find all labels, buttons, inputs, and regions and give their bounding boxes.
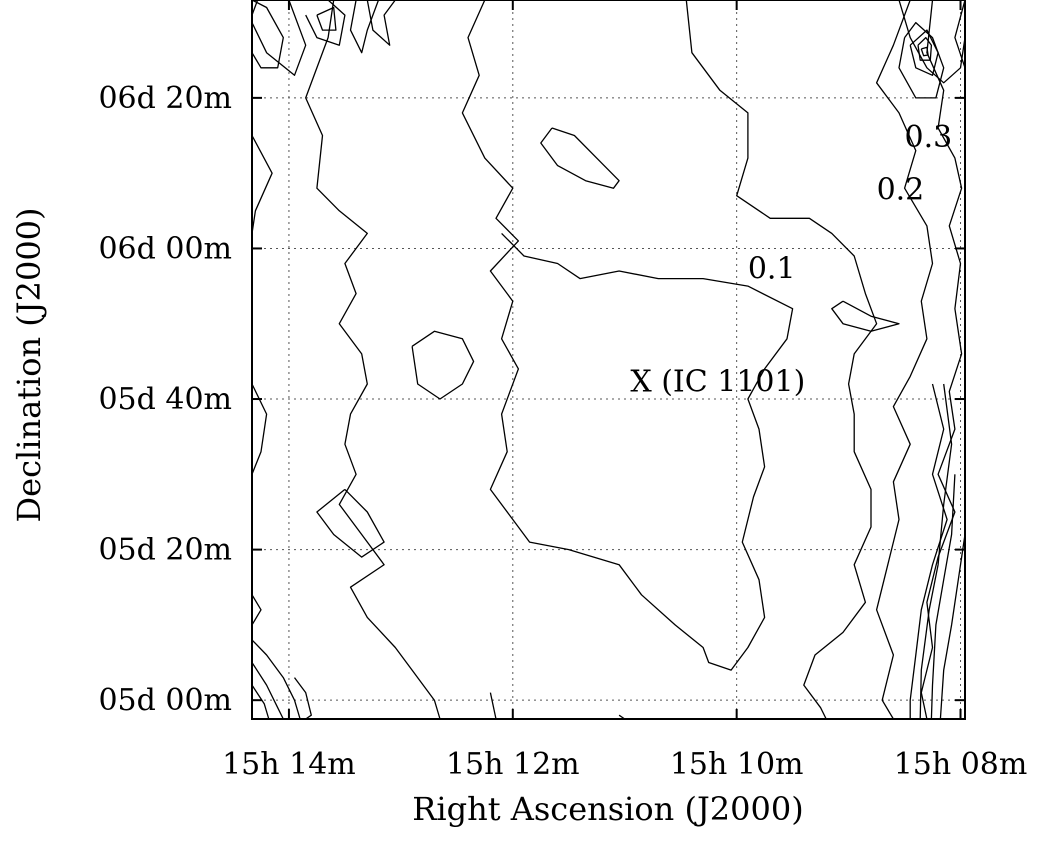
contour-line-0-2 <box>251 0 307 76</box>
contour-line-0-8 <box>920 46 929 57</box>
contour-line-0-4 <box>251 684 270 720</box>
y-tick-label: 05d 40m <box>98 382 232 417</box>
contour-line-0-3 <box>920 0 963 720</box>
x-axis-title: Right Ascension (J2000) <box>412 790 803 828</box>
contour-line-0-4 <box>954 0 966 69</box>
contour-line-0-1 <box>831 300 900 332</box>
contour-line-0-1 <box>411 330 475 400</box>
x-tick-label: 15h 14m <box>222 747 356 782</box>
y-tick-label: 05d 20m <box>98 533 232 568</box>
y-tick-label: 06d 00m <box>98 231 232 266</box>
contour-line-0-1 <box>685 0 878 720</box>
contour-line-0-1 <box>305 0 441 720</box>
x-tick-label: 15h 10m <box>670 747 804 782</box>
target-annotation: X (IC 1101) <box>630 364 805 399</box>
contour-line-0-5 <box>898 21 945 99</box>
contour-level-label: 0.2 <box>877 173 925 208</box>
contour-line-0-4 <box>909 383 948 719</box>
y-axis-title: Declination (J2000) <box>10 207 48 522</box>
contour-line-0-1 <box>251 383 268 475</box>
contour-line-0-1 <box>461 0 794 671</box>
x-tick-label: 15h 12m <box>446 747 580 782</box>
contour-lines <box>251 0 966 720</box>
contour-line-0-1 <box>316 488 385 558</box>
contour-line-0-6 <box>930 474 956 720</box>
contour-line-0-6 <box>909 29 939 76</box>
y-tick-label: 06d 20m <box>98 81 232 116</box>
contour-line-0-2 <box>251 639 301 720</box>
contour-line-0-3 <box>251 0 284 69</box>
contour-line-0-2 <box>875 0 934 720</box>
contour-line-0-7 <box>917 36 933 61</box>
contour-level-label: 0.1 <box>748 252 796 287</box>
contour-line-0-3 <box>251 662 284 720</box>
plot-frame <box>251 0 966 720</box>
contour-line-0-1 <box>251 135 273 234</box>
contour-line-0-5 <box>919 383 953 720</box>
annotations: X (IC 1101) <box>630 364 805 399</box>
contour-line-0-2 <box>489 692 497 720</box>
contour-line-0-4 <box>898 0 966 84</box>
contour-line-0-2 <box>251 594 262 626</box>
contour-line-0-2 <box>293 677 312 720</box>
contour-line-0-6 <box>939 534 966 720</box>
contour-line-0-5 <box>316 6 337 31</box>
y-tick-labels: 06d 20m 06d 00m 05d 40m 05d 20m 05d 00m <box>98 81 232 718</box>
axis-ticks <box>252 0 965 719</box>
y-tick-label: 05d 00m <box>98 683 232 718</box>
contour-level-labels: 0.1 0.2 0.3 <box>748 120 952 287</box>
contour-line-0-4 <box>305 0 346 46</box>
x-tick-labels: 15h 14m 15h 12m 15h 10m 15h 08m <box>222 747 1027 782</box>
contour-line-0-1 <box>540 127 620 189</box>
contour-line-0-2 <box>349 0 380 54</box>
x-tick-label: 15h 08m <box>894 747 1028 782</box>
contour-line-0-3 <box>366 0 396 46</box>
contour-level-label: 0.3 <box>905 120 953 155</box>
